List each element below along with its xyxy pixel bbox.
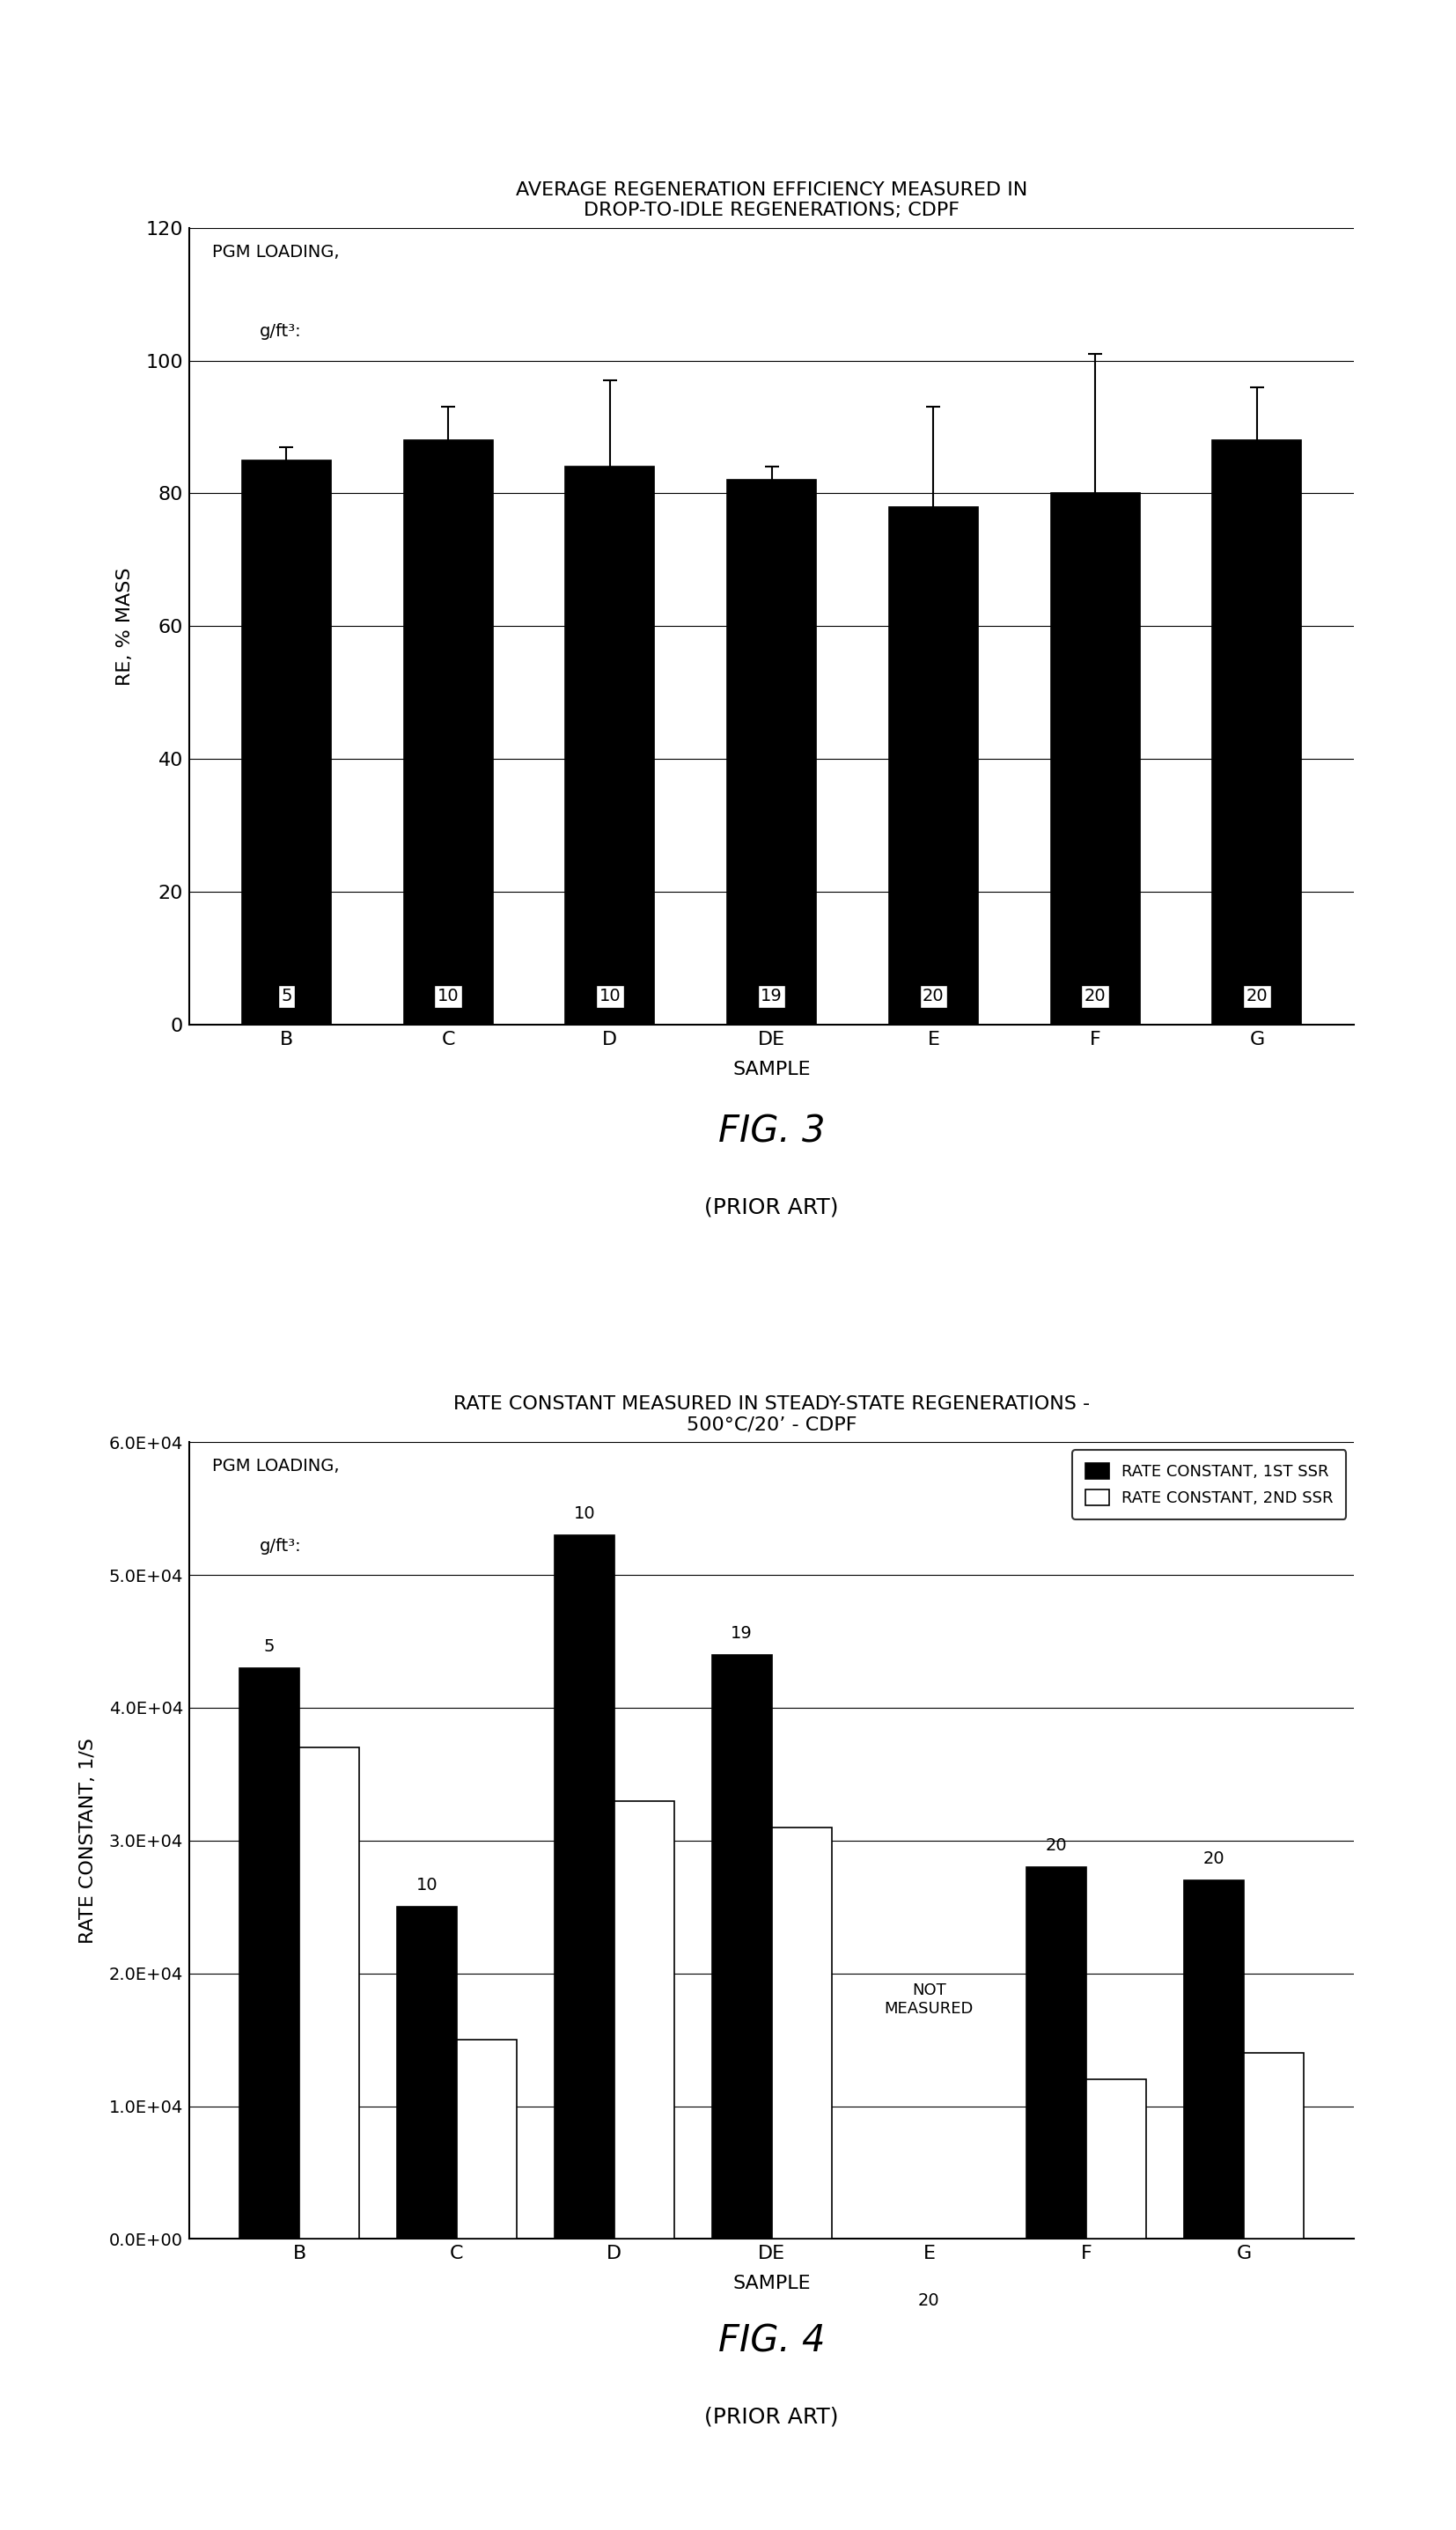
Y-axis label: RATE CONSTANT, 1/S: RATE CONSTANT, 1/S xyxy=(79,1738,96,1943)
Y-axis label: RE, % MASS: RE, % MASS xyxy=(116,567,134,686)
Bar xyxy=(614,1801,674,2239)
Bar xyxy=(457,2039,517,2239)
Title: RATE CONSTANT MEASURED IN STEADY-STATE REGENERATIONS -
500°C/20’ - CDPF: RATE CONSTANT MEASURED IN STEADY-STATE R… xyxy=(453,1397,1091,1435)
Text: PGM LOADING,: PGM LOADING, xyxy=(213,1457,339,1475)
Text: 20: 20 xyxy=(1246,989,1268,1004)
Text: 10: 10 xyxy=(437,989,459,1004)
Bar xyxy=(565,466,654,1025)
Bar xyxy=(890,506,978,1025)
Bar xyxy=(1026,1867,1086,2239)
Text: g/ft³:: g/ft³: xyxy=(259,1538,301,1553)
Text: 10: 10 xyxy=(574,1505,596,1521)
Text: 10: 10 xyxy=(416,1877,438,1892)
Bar xyxy=(1086,2080,1146,2239)
Bar xyxy=(1184,1880,1243,2239)
Text: (PRIOR ART): (PRIOR ART) xyxy=(705,2406,839,2426)
Text: FIG. 3: FIG. 3 xyxy=(718,1113,826,1151)
Legend: RATE CONSTANT, 1ST SSR, RATE CONSTANT, 2ND SSR: RATE CONSTANT, 1ST SSR, RATE CONSTANT, 2… xyxy=(1073,1450,1347,1518)
Text: 10: 10 xyxy=(598,989,620,1004)
Bar xyxy=(772,1827,831,2239)
Text: 5: 5 xyxy=(264,1637,275,1655)
Text: NOT
MEASURED: NOT MEASURED xyxy=(884,1984,974,2016)
Bar xyxy=(555,1536,614,2239)
Bar xyxy=(1051,493,1140,1025)
Text: (PRIOR ART): (PRIOR ART) xyxy=(705,1197,839,1217)
Text: g/ft³:: g/ft³: xyxy=(259,324,301,339)
X-axis label: SAMPLE: SAMPLE xyxy=(732,1060,811,1078)
Bar xyxy=(242,460,331,1025)
Text: 20: 20 xyxy=(1203,1849,1224,1867)
Text: PGM LOADING,: PGM LOADING, xyxy=(213,243,339,261)
Text: 5: 5 xyxy=(281,989,291,1004)
Text: 20: 20 xyxy=(919,2292,941,2310)
Bar xyxy=(240,1667,300,2239)
Bar xyxy=(397,1908,457,2239)
Text: 19: 19 xyxy=(731,1624,753,1642)
Text: 20: 20 xyxy=(1085,989,1107,1004)
Bar xyxy=(1243,2054,1303,2239)
Bar xyxy=(403,440,492,1025)
Text: 19: 19 xyxy=(761,989,782,1004)
Bar xyxy=(727,481,817,1025)
Bar xyxy=(712,1655,772,2239)
Text: 20: 20 xyxy=(1045,1837,1067,1854)
Text: FIG. 4: FIG. 4 xyxy=(718,2323,826,2360)
Text: 20: 20 xyxy=(923,989,945,1004)
Title: AVERAGE REGENERATION EFFICIENCY MEASURED IN
DROP-TO-IDLE REGENERATIONS; CDPF: AVERAGE REGENERATION EFFICIENCY MEASURED… xyxy=(515,182,1028,220)
Bar xyxy=(1213,440,1302,1025)
X-axis label: SAMPLE: SAMPLE xyxy=(732,2274,811,2292)
Bar xyxy=(300,1748,360,2239)
